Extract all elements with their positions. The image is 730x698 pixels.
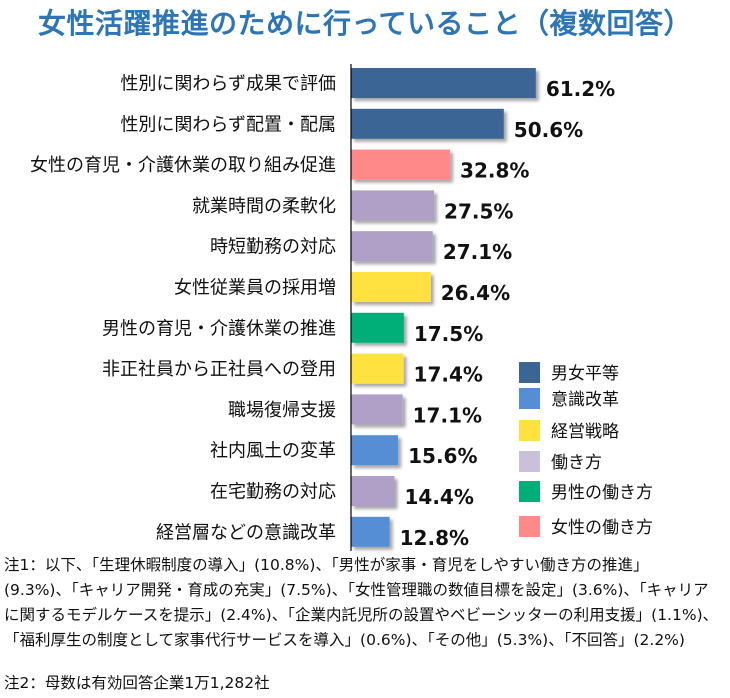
bar: [351, 394, 403, 425]
category-label: 性別に関わらず成果で評価: [120, 74, 336, 95]
category-label: 社内風土の変革: [210, 441, 336, 462]
legend-label: 意識改革: [551, 390, 619, 410]
category-labels: 性別に関わらず成果で評価性別に関わらず配置・配属女性の育児・介護休業の取り組み促…: [30, 74, 336, 544]
footnote-1-line: に関するモデルケースを提示」(2.4%)、「企業内託児所の設置やベビーシッターの…: [4, 606, 719, 624]
bar: [351, 149, 451, 180]
bar: [351, 231, 433, 262]
category-label: 女性従業員の採用増: [174, 278, 336, 299]
bar: [351, 476, 395, 506]
legend-swatch: [519, 451, 540, 472]
legend-label: 女性の働き方: [551, 518, 653, 538]
footnote-1-line: (9.3%)、「キャリア開発・育成の充実」(7.5%)、「女性管理職の数値目標を…: [4, 581, 709, 599]
value-label: 27.5%: [444, 199, 513, 223]
bar: [351, 516, 390, 547]
category-label: 女性の育児・介護休業の取り組み促進: [30, 155, 336, 176]
category-label: 男性の育児・介護休業の推進: [102, 318, 336, 339]
value-labels: 61.2% 50.6% 32.8% 27.5% 27.1% 26.4% 17.5% 17.4%…: [400, 77, 616, 550]
value-label: 12.8%: [400, 526, 469, 550]
legend-swatch: [519, 420, 540, 441]
bar: [351, 108, 504, 139]
bars-group: [351, 68, 536, 547]
legend-label: 男女平等: [551, 364, 619, 384]
category-label: 在宅勤務の対応: [210, 482, 336, 503]
legend-label: 働き方: [551, 453, 602, 473]
footnote-1-line: 「福利厚生の制度として家事代行サービスを導入」(0.6%)、「その他」(5.3%…: [4, 631, 685, 649]
category-label: 経営層などの意識改革: [156, 522, 336, 543]
category-label: 非正社員から正社員への登用: [102, 359, 336, 380]
legend-swatch: [519, 362, 540, 383]
bar: [351, 435, 399, 466]
value-label: 17.4%: [414, 363, 483, 387]
legend-label: 経営戦略: [551, 422, 619, 442]
value-label: 15.6%: [408, 444, 477, 468]
value-label: 17.1%: [413, 403, 482, 427]
value-label: 32.8%: [460, 159, 529, 183]
value-label: 14.4%: [404, 485, 473, 509]
legend-swatch: [519, 516, 540, 537]
footnote-1-line: 注1：以下、「生理休暇制度の導入」(10.8%)、「男性が家事・育児をしやすい働…: [4, 556, 649, 574]
bar: [351, 190, 435, 221]
category-label: 時短勤務の対応: [210, 237, 336, 258]
legend-swatch: [519, 388, 540, 409]
bar: [351, 312, 404, 343]
chart-title: 女性活躍推進のために行っていること（複数回答）: [37, 7, 693, 40]
legend-label: 男性の働き方: [551, 483, 653, 503]
footnote-1: 注1：以下、「生理休暇制度の導入」(10.8%)、「男性が家事・育児をしやすい働…: [4, 553, 728, 653]
category-label: 就業時間の柔軟化: [192, 196, 336, 217]
value-label: 17.5%: [414, 322, 483, 346]
legend-swatch: [519, 481, 540, 502]
category-label: 性別に関わらず配置・配属: [120, 114, 336, 135]
value-label: 61.2%: [546, 77, 615, 101]
category-label: 職場復帰支援: [228, 400, 336, 421]
bar-chart: 性別に関わらず成果で評価性別に関わらず配置・配属女性の育児・介護休業の取り組み促…: [30, 64, 653, 551]
bar: [351, 272, 431, 302]
value-label: 50.6%: [514, 118, 583, 142]
footnote-2: 注2：母数は有効回答企業1万1,282社: [4, 674, 270, 692]
value-label: 26.4%: [441, 281, 510, 305]
value-label: 27.1%: [443, 240, 512, 264]
bar: [351, 353, 404, 384]
bar: [351, 68, 536, 98]
